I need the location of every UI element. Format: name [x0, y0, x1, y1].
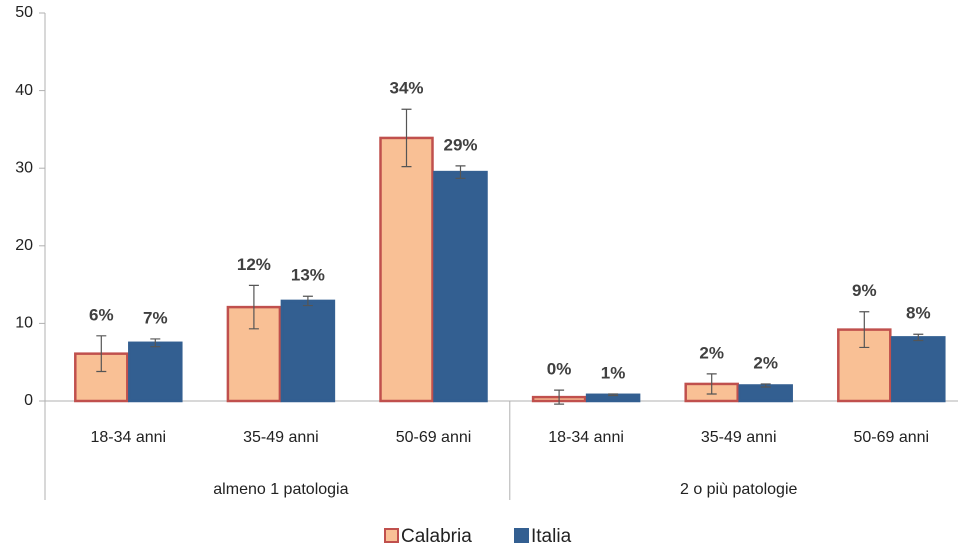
error-bar	[455, 165, 466, 179]
value-label: 6%	[89, 305, 114, 324]
legend-swatch	[384, 528, 399, 543]
error-bar	[706, 373, 717, 395]
value-label: 2%	[699, 343, 724, 362]
bar	[891, 336, 946, 403]
y-tick-label: 40	[15, 82, 33, 99]
value-label: 2%	[753, 353, 778, 372]
value-label: 9%	[852, 281, 877, 300]
bar	[433, 170, 488, 403]
value-label: 34%	[389, 79, 423, 98]
y-tick-label: 0	[24, 392, 33, 409]
group-label: almeno 1 patologia	[213, 481, 348, 498]
error-bar	[913, 333, 924, 342]
error-bar	[248, 284, 259, 330]
error-bar	[150, 338, 161, 348]
y-tick-label: 10	[15, 315, 33, 332]
x-tick-label: 50-69 anni	[396, 429, 472, 446]
error-bar	[859, 311, 870, 349]
x-tick-label: 18-34 anni	[90, 429, 166, 446]
value-label: 1%	[601, 364, 626, 383]
bar	[379, 136, 434, 403]
x-tick-label: 35-49 anni	[701, 429, 777, 446]
y-tick-label: 30	[15, 159, 33, 176]
value-label: 12%	[237, 255, 271, 274]
group-label: 2 o più patologie	[680, 481, 798, 498]
value-label: 7%	[143, 308, 168, 327]
value-label: 0%	[547, 360, 572, 379]
error-bar	[401, 108, 412, 168]
x-tick-label: 35-49 anni	[243, 429, 319, 446]
error-bar	[760, 383, 771, 388]
x-tick-label: 18-34 anni	[548, 429, 624, 446]
y-tick-label: 50	[15, 4, 33, 21]
bar	[280, 299, 336, 403]
y-tick-label: 20	[15, 237, 33, 254]
legend-swatch	[514, 528, 529, 543]
error-bar	[608, 393, 619, 397]
bar	[128, 341, 183, 403]
error-bar	[96, 335, 107, 373]
error-bar	[302, 295, 313, 307]
value-label: 29%	[443, 135, 477, 154]
bar	[738, 384, 793, 403]
value-label: 13%	[291, 266, 325, 285]
legend-label: Calabria	[401, 526, 472, 547]
error-bar	[554, 389, 565, 405]
value-label: 8%	[906, 304, 931, 323]
legend-label: Italia	[531, 526, 572, 547]
x-tick-label: 50-69 anni	[853, 429, 929, 446]
